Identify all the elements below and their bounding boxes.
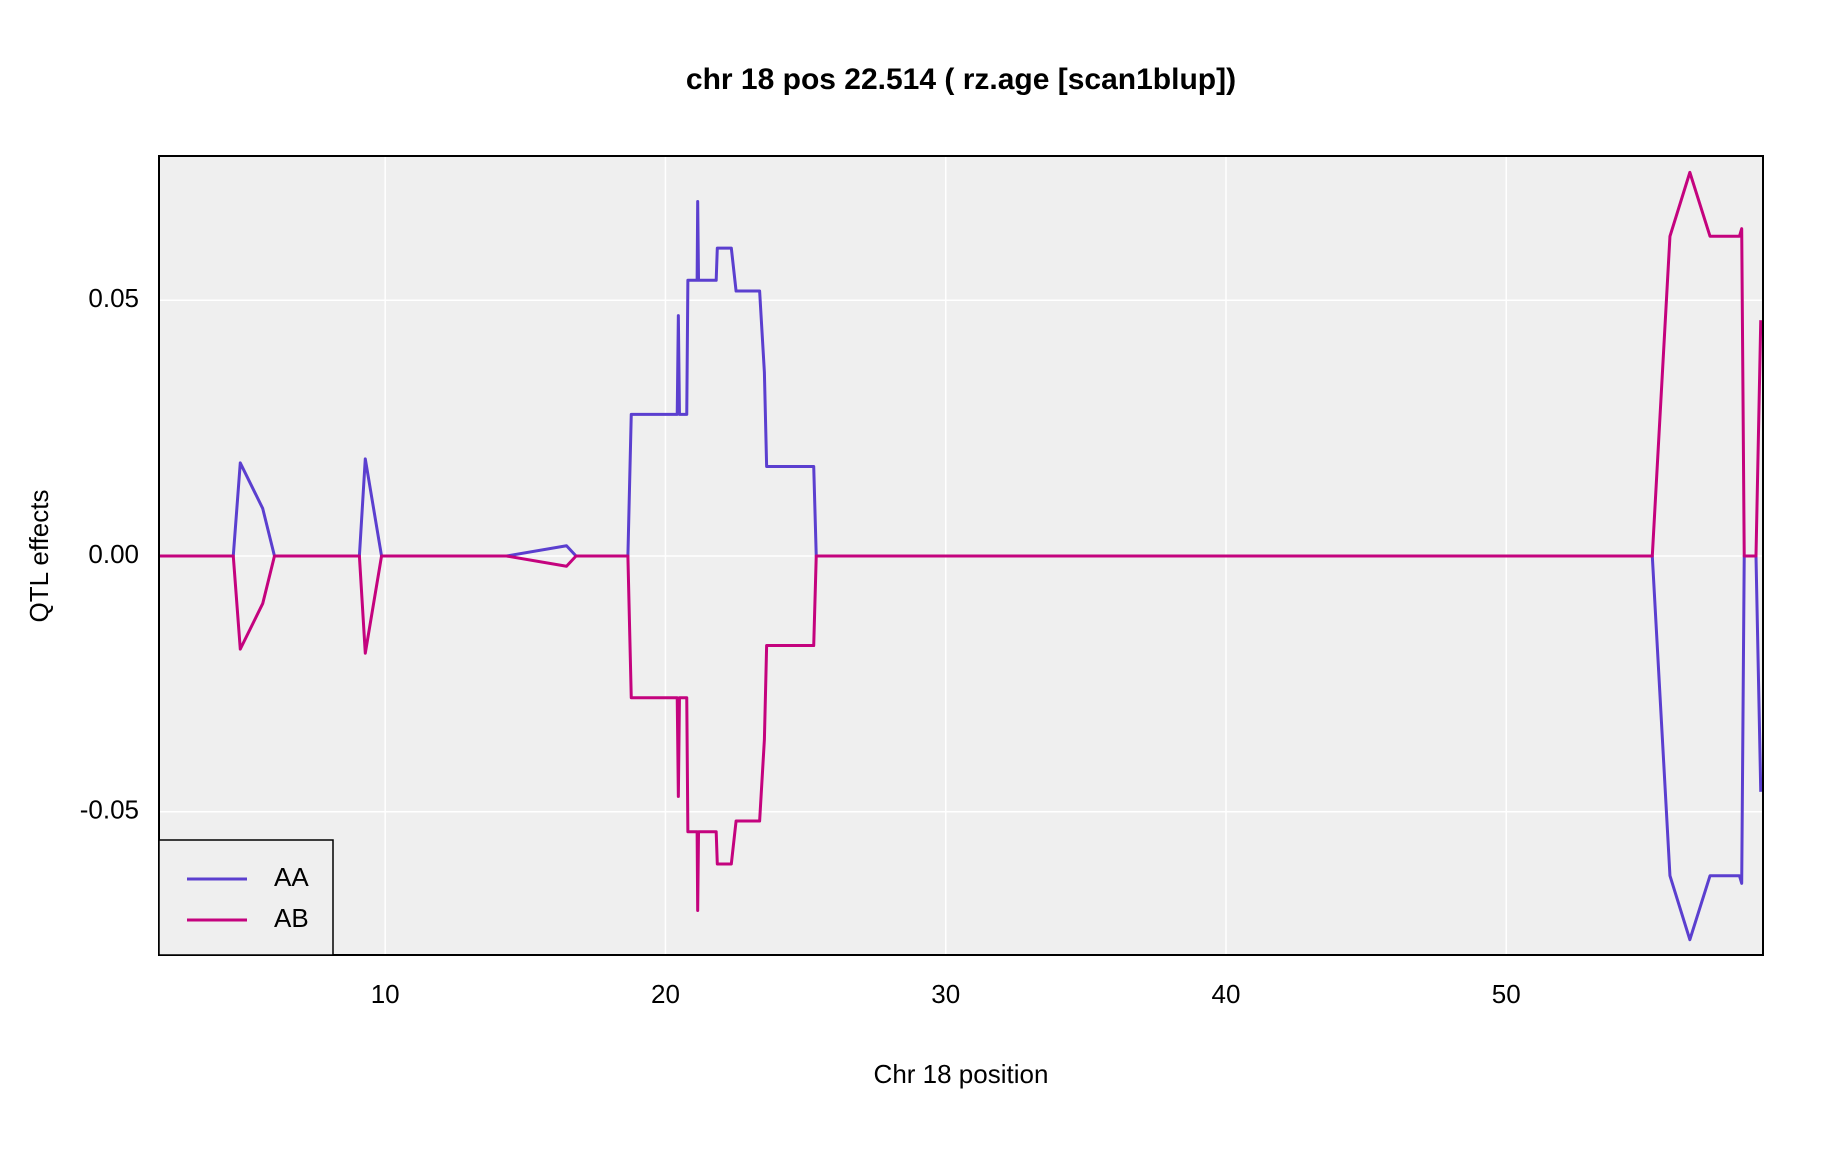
legend-label: AA (274, 862, 309, 892)
x-tick-label: 50 (1492, 979, 1521, 1009)
legend: AA AB (158, 839, 334, 956)
legend-box (158, 839, 334, 956)
chart-title: chr 18 pos 22.514 ( rz.age [scan1blup]) (686, 63, 1236, 96)
x-tick-label: 20 (651, 979, 680, 1009)
y-tick-label: 0.05 (88, 283, 139, 313)
plot-frame (158, 155, 1764, 956)
x-tick-label: 10 (371, 979, 400, 1009)
series-line (159, 170, 1763, 912)
x-tick-label: 30 (931, 979, 960, 1009)
series-line (159, 200, 1763, 942)
x-tick-label: 40 (1212, 979, 1241, 1009)
y-tick-label: 0.00 (88, 539, 139, 569)
lines (159, 170, 1763, 942)
x-axis-label: Chr 18 position (874, 1059, 1049, 1089)
y-tick-label: -0.05 (80, 795, 139, 825)
y-axis-label: QTL effects (24, 490, 54, 623)
legend-label: AB (274, 903, 309, 933)
